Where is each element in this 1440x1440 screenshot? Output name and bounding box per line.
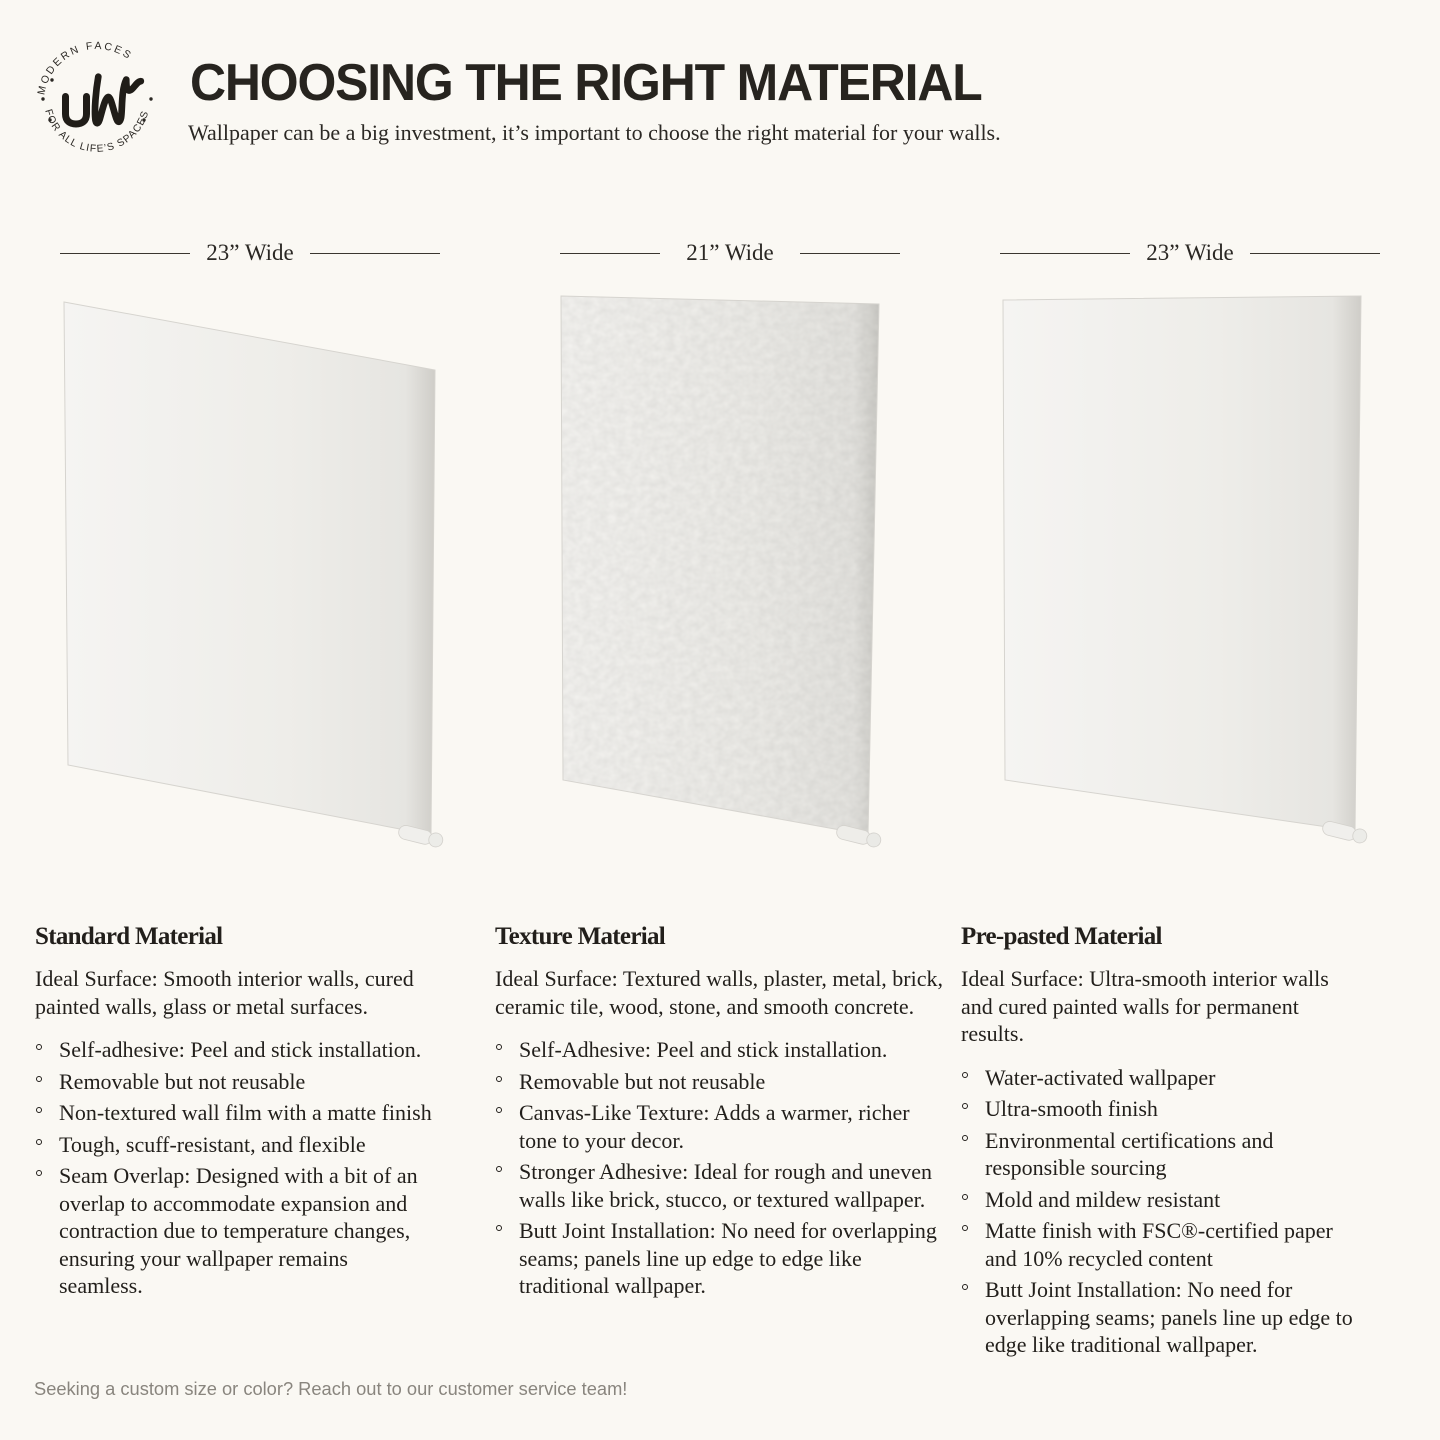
svg-text:MODERN FACES: MODERN FACES	[35, 40, 134, 96]
